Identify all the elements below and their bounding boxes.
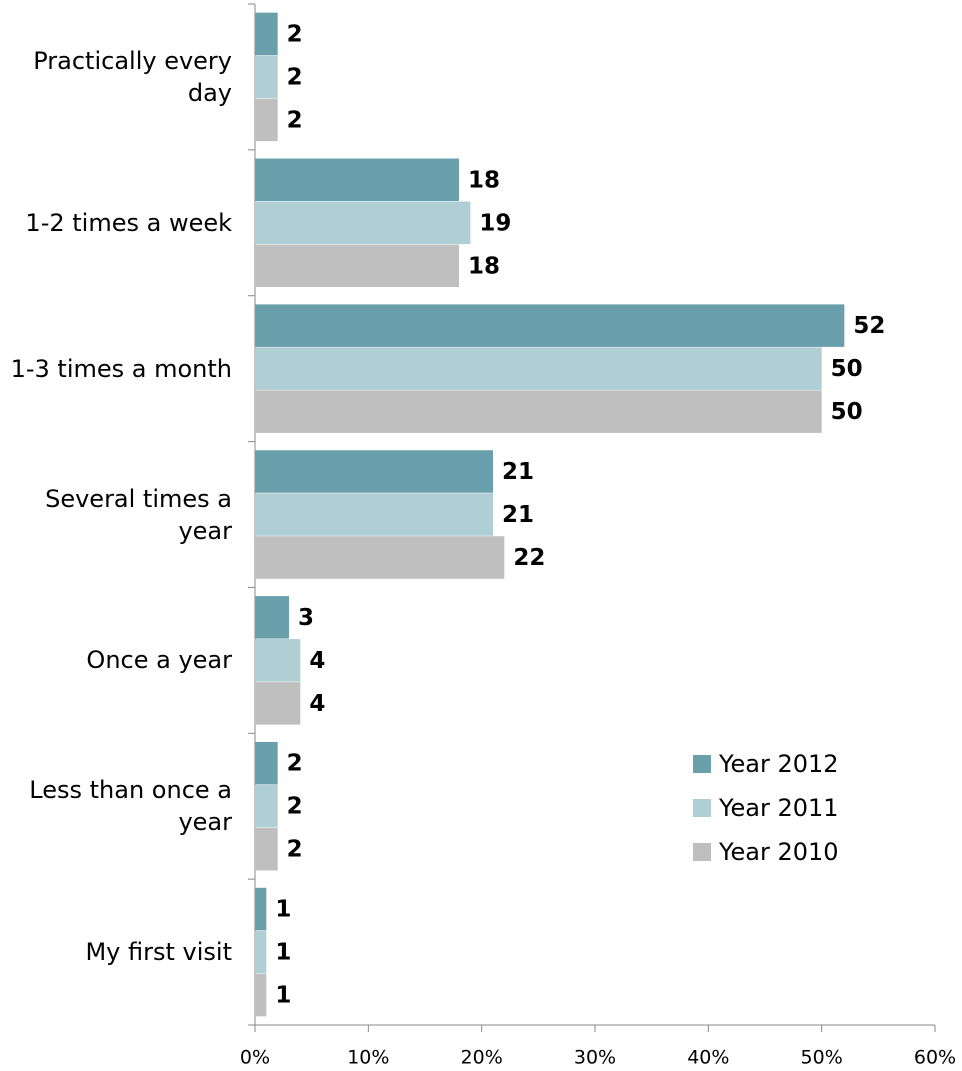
category-label: My first visit [85,938,232,967]
bar [255,201,471,245]
bar [255,158,459,202]
value-label: 18 [468,253,500,279]
value-label: 52 [853,313,885,339]
bar [255,536,505,579]
value-label: 50 [831,399,863,425]
bar [255,827,278,871]
bar [255,784,278,828]
bar [255,682,301,725]
bar [255,493,493,536]
legend-swatch [693,755,711,773]
x-tick-label: 20% [461,1047,503,1069]
bar [255,304,845,347]
value-label: 2 [287,107,303,133]
bar [255,55,278,99]
legend-label: Year 2011 [718,794,839,822]
x-tick-label: 60% [914,1047,956,1069]
legend-label: Year 2010 [718,838,839,866]
value-label: 21 [502,459,534,485]
value-label: 1 [275,940,291,966]
category-label: Several times a year [45,484,232,545]
bar [255,390,822,433]
bar [255,450,493,493]
bar [255,887,267,931]
bar [255,596,289,639]
bar [255,973,267,1017]
category-label: 1-2 times a week [25,208,232,237]
category-label: 1-3 times a month [10,354,232,383]
bar [255,244,459,288]
value-label: 21 [502,502,534,528]
value-label: 18 [468,167,500,193]
category-label: Once a year [86,646,232,675]
value-label: 2 [287,64,303,90]
bar [255,347,822,390]
value-label: 19 [479,210,511,236]
legend-swatch [693,843,711,861]
bar [255,741,278,785]
bar [255,12,278,56]
value-label: 3 [298,605,314,631]
value-label: 4 [309,691,325,717]
value-label: 22 [513,545,545,571]
value-label: 2 [287,21,303,47]
x-tick-label: 10% [347,1047,389,1069]
legend-label: Year 2012 [718,750,839,778]
value-label: 50 [831,356,863,382]
x-tick-label: 30% [574,1047,616,1069]
category-label: Less than once a year [29,776,232,837]
value-label: 2 [287,837,303,863]
x-tick-label: 0% [240,1047,270,1069]
category-label: Practically every day [33,46,232,107]
value-label: 1 [275,897,291,923]
bar [255,930,267,974]
bar [255,98,278,142]
value-label: 2 [287,794,303,820]
legend-swatch [693,799,711,817]
x-tick-label: 40% [687,1047,729,1069]
value-label: 2 [287,751,303,777]
x-tick-label: 50% [801,1047,843,1069]
bar [255,639,301,682]
value-label: 1 [275,983,291,1009]
value-label: 4 [309,648,325,674]
